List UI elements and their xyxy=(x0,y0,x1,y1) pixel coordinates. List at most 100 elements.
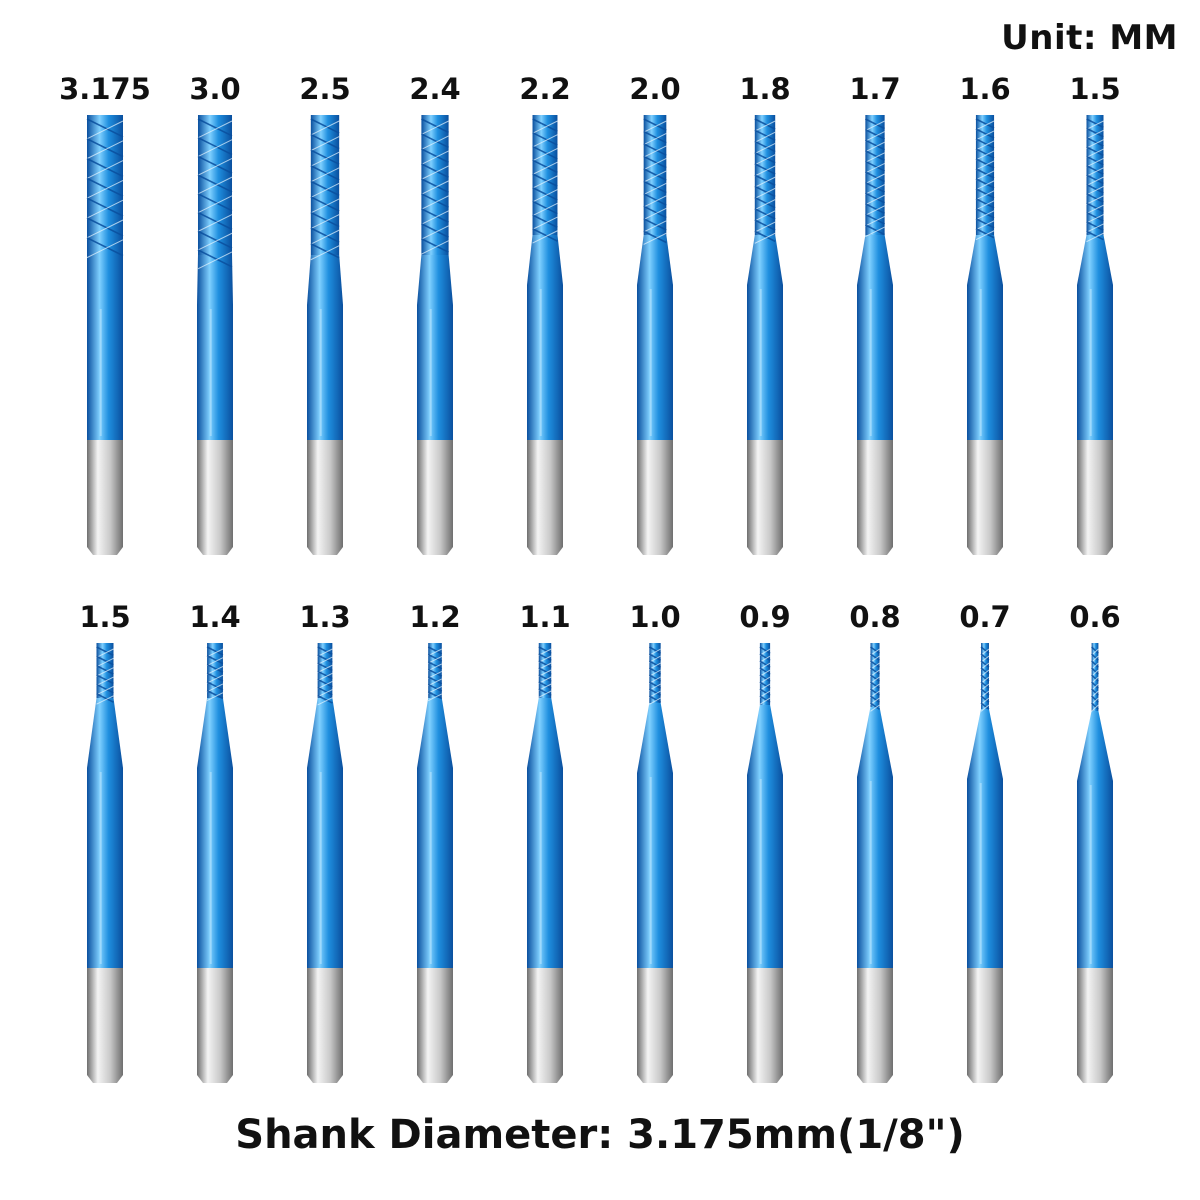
bit-drawing xyxy=(967,115,1003,555)
router-bit: 1.6 xyxy=(930,60,1040,580)
cutting-flute xyxy=(870,643,880,707)
bit-size-label: 0.7 xyxy=(959,600,1011,634)
flute-edge xyxy=(865,118,885,130)
bit-size-label: 3.0 xyxy=(189,72,241,106)
flute-edge xyxy=(1091,681,1099,689)
bit-drawing xyxy=(637,643,673,1083)
flute-edge xyxy=(759,660,771,668)
bit-size-label: 1.0 xyxy=(629,600,681,634)
flute-edge xyxy=(310,149,340,165)
flute-edge xyxy=(975,138,995,149)
flute-highlight xyxy=(643,232,667,245)
flute-edge xyxy=(643,230,667,244)
flute-edge xyxy=(643,205,667,219)
flute-edge xyxy=(1086,193,1104,203)
flute-highlight xyxy=(1086,129,1104,140)
flute-edge xyxy=(643,143,667,156)
flute-edge xyxy=(870,653,880,661)
flute-edge xyxy=(865,160,885,172)
flute-highlight xyxy=(317,664,333,673)
flute-edge xyxy=(980,653,990,661)
flute-highlight xyxy=(754,199,776,211)
silver-shank xyxy=(857,440,893,555)
bit-drawing xyxy=(1077,115,1113,555)
cutting-flute xyxy=(310,115,340,255)
flute-edge xyxy=(759,688,771,696)
flute-edge xyxy=(980,660,990,668)
flute-highlight xyxy=(870,704,880,712)
bit-size-label: 2.0 xyxy=(629,72,681,106)
coated-shank xyxy=(967,709,1003,968)
flute-edge xyxy=(86,118,124,138)
flute-edge xyxy=(421,223,449,238)
shank-diameter-caption: Shank Diameter: 3.175mm(1/8") xyxy=(235,1112,965,1158)
flute-highlight xyxy=(538,690,552,698)
flute-edge xyxy=(421,118,449,134)
silver-shank xyxy=(417,968,453,1083)
flute-edge xyxy=(86,138,124,158)
flute-edge xyxy=(310,118,340,134)
flute-edge xyxy=(754,163,776,175)
coated-shank xyxy=(857,235,893,440)
flute-highlight xyxy=(975,210,995,221)
bit-drawing xyxy=(307,643,343,1083)
flute-edge xyxy=(980,674,990,682)
flute-highlight xyxy=(310,245,340,261)
flute-edge xyxy=(975,158,995,169)
flute-highlight xyxy=(197,139,233,157)
flute-edge xyxy=(310,133,340,150)
flute-edge xyxy=(538,688,552,697)
flute-edge xyxy=(421,163,449,179)
flute-highlight xyxy=(96,695,114,705)
coated-shank xyxy=(747,705,783,968)
flute-highlight xyxy=(310,151,340,167)
flute-highlight xyxy=(1086,139,1104,149)
flute-highlight xyxy=(754,210,776,222)
router-bit: 0.9 xyxy=(710,588,820,1108)
flute-edge xyxy=(96,646,114,657)
flute-edge xyxy=(759,695,771,703)
flute-highlight xyxy=(532,147,558,162)
flute-highlight xyxy=(206,683,224,693)
flute-edge xyxy=(206,672,224,682)
flute-edge xyxy=(86,217,124,237)
bit-drawing xyxy=(527,115,563,555)
bit-size-label: 1.2 xyxy=(409,600,461,634)
bit-row-top: 3.175 3.0 2.5 2.4 2.2 2.0 1.8 1.7 1.6 1.5 xyxy=(0,60,1200,600)
flute-highlight xyxy=(206,648,224,658)
flute-highlight xyxy=(197,157,233,176)
flute-highlight xyxy=(197,251,233,270)
flute-edge xyxy=(310,211,340,228)
coated-shank xyxy=(307,698,343,968)
bit-drawing xyxy=(417,643,453,1083)
router-bit: 1.4 xyxy=(160,588,270,1108)
flute-edge xyxy=(870,702,880,710)
flute-highlight xyxy=(643,220,667,233)
flute-highlight xyxy=(421,210,449,225)
flute-edge xyxy=(754,196,776,209)
flute-highlight xyxy=(759,697,771,705)
flute-highlight xyxy=(975,140,995,151)
silver-shank xyxy=(307,440,343,555)
flute-edge xyxy=(1086,136,1104,147)
flute-highlight xyxy=(421,240,449,255)
bit-drawing xyxy=(1077,643,1113,1083)
flute-edge xyxy=(975,208,995,219)
flute-edge xyxy=(648,660,662,668)
flute-highlight xyxy=(532,120,558,134)
silver-shank xyxy=(637,968,673,1083)
flute-edge xyxy=(197,155,233,174)
silver-shank xyxy=(857,968,893,1083)
bit-row-bottom: 1.5 1.4 1.3 1.2 1.1 1.0 0.9 0.8 0.7 0.6 xyxy=(0,588,1200,1128)
flute-edge xyxy=(427,691,443,700)
bit-drawing xyxy=(857,115,893,555)
flute-edge xyxy=(1086,174,1104,185)
flute-highlight xyxy=(96,657,114,668)
flute-edge xyxy=(317,646,333,656)
flute-edge xyxy=(648,681,662,689)
flute-highlight xyxy=(317,697,333,706)
flute-edge xyxy=(980,688,990,696)
flute-edge xyxy=(86,237,124,257)
unit-label: Unit: MM xyxy=(1001,18,1178,58)
flute-edge xyxy=(975,228,995,239)
